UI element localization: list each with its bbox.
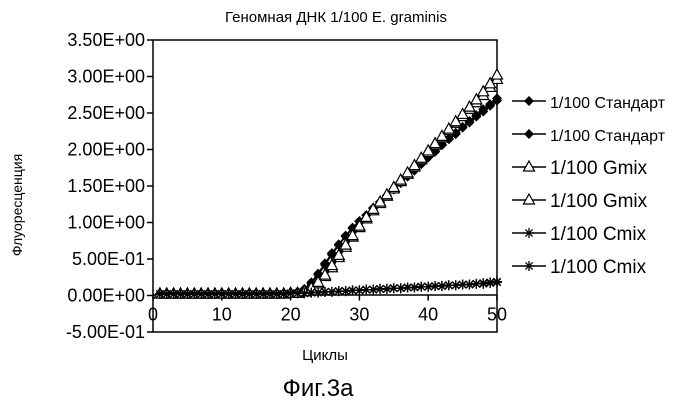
legend-marker: [524, 96, 534, 106]
data-point: [492, 69, 503, 79]
legend-label: 1/100 Cmix: [550, 257, 647, 278]
legend-marker: [524, 261, 534, 271]
x-tick-label: 10: [212, 305, 232, 325]
x-tick-label: 30: [349, 305, 369, 325]
x-axis-ticks: 0 10 20 30 40 50: [148, 296, 507, 325]
y-tick-label: 0.00E+00: [67, 286, 145, 306]
legend-item: 1/100 Стандарт: [512, 128, 666, 145]
data-point: [492, 277, 502, 287]
x-tick-label: 40: [418, 305, 438, 325]
y-tick-label: -5.00E-01: [66, 322, 145, 342]
y-tick-label: 1.50E+00: [67, 176, 145, 196]
chart-title: Геномная ДНК 1/100 E. graminis: [225, 9, 447, 26]
y-tick-label: 3.00E+00: [67, 67, 145, 87]
legend-marker: [524, 129, 534, 139]
y-tick-label: 5.00E-01: [72, 249, 145, 269]
legend-label: 1/100 Стандарт: [550, 95, 666, 112]
x-tick-label: 0: [148, 305, 158, 325]
series-line: [160, 79, 497, 294]
x-axis-label: Циклы: [302, 347, 348, 364]
legend-marker: [524, 161, 535, 171]
legend-item: 1/100 Стандарт: [512, 95, 666, 112]
y-axis-label: Флуоресценция: [9, 154, 25, 256]
legend: 1/100 Стандарт 1/100 Стандарт 1/100 Gmix 1/…: [512, 95, 666, 278]
legend-item: 1/100 Gmix: [512, 158, 648, 179]
legend-item: 1/100 Gmix: [512, 191, 648, 212]
series-layer: [154, 69, 502, 299]
legend-label: 1/100 Стандарт: [550, 128, 666, 145]
legend-marker: [524, 194, 535, 204]
legend-item: 1/100 Cmix: [512, 257, 647, 278]
y-tick-label: 2.00E+00: [67, 140, 145, 160]
y-axis-ticks: 3.50E+00 3.00E+00 2.50E+00 2.00E+00 1.50E+00…: [66, 30, 153, 342]
legend-label: 1/100 Gmix: [550, 191, 648, 212]
legend-marker: [524, 228, 534, 238]
y-tick-label: 1.00E+00: [67, 213, 145, 233]
legend-label: 1/100 Cmix: [550, 224, 647, 245]
y-tick-label: 3.50E+00: [67, 30, 145, 50]
x-tick-label: 20: [281, 305, 301, 325]
y-tick-label: 2.50E+00: [67, 103, 145, 123]
x-tick-label: 50: [487, 305, 507, 325]
legend-item: 1/100 Cmix: [512, 224, 647, 245]
series-line: [160, 75, 497, 294]
legend-label: 1/100 Gmix: [550, 158, 648, 179]
figure-caption: Фиг.3а: [283, 375, 354, 402]
